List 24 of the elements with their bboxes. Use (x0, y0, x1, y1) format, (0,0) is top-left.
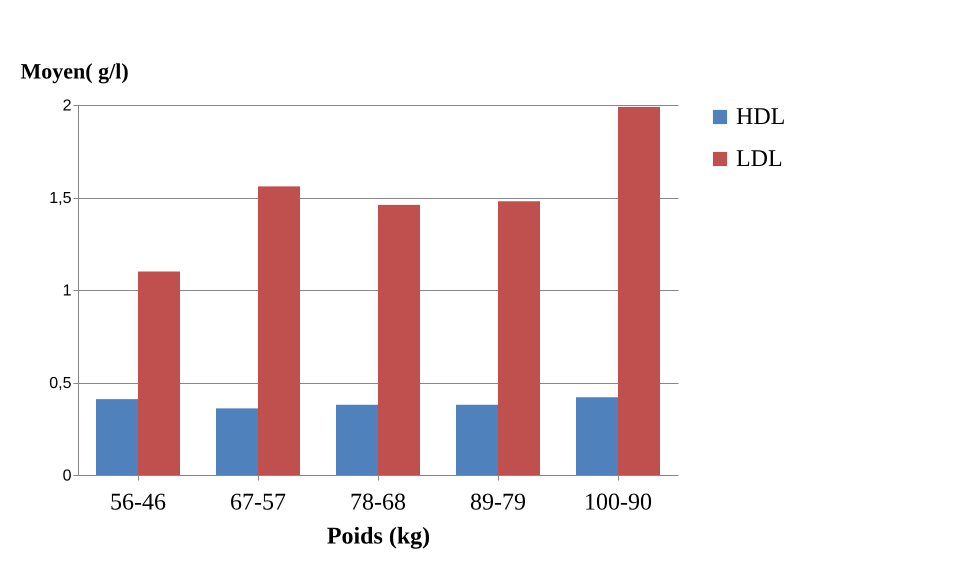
bar (258, 186, 300, 475)
bar (378, 204, 420, 475)
x-axis-title: Poids (kg) (326, 524, 430, 550)
bar (456, 404, 498, 475)
bar (498, 201, 540, 475)
y-axis-title: Moyen( g/l) (20, 58, 129, 84)
x-tick-label: 78-68 (350, 490, 406, 516)
x-tick-label: 100-90 (584, 490, 652, 516)
bar (138, 272, 180, 475)
bar (618, 106, 660, 475)
y-tick-label: 1,5 (49, 190, 72, 207)
x-tick-label: 67-57 (230, 490, 286, 516)
x-tick-label: 56-46 (110, 490, 166, 516)
y-tick-label: 0,5 (49, 375, 72, 392)
y-tick-label: 1 (62, 282, 72, 300)
bar (96, 399, 138, 475)
legend-label: HDL (736, 104, 786, 130)
legend-label: LDL (736, 146, 783, 172)
x-tick-label: 89-79 (470, 490, 526, 516)
y-tick-label: 0 (62, 468, 72, 484)
y-tick-label: 2 (62, 98, 72, 114)
bar (336, 404, 378, 475)
bar (576, 397, 618, 475)
bar (216, 408, 258, 475)
